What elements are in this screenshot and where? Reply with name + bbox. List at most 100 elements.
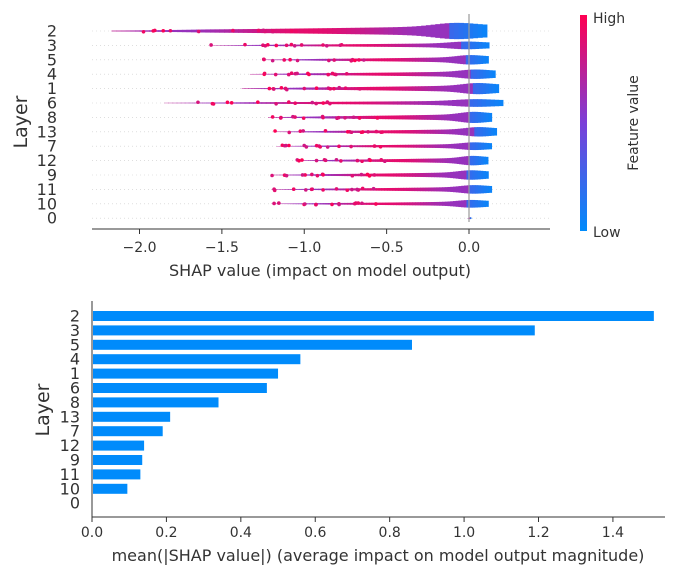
violin-segment-1 bbox=[376, 86, 381, 91]
violin-dot-8 bbox=[301, 116, 306, 120]
violin-segment-13 bbox=[277, 131, 281, 133]
violin-segment-2 bbox=[374, 27, 380, 35]
violin-segment-8 bbox=[318, 116, 322, 119]
violin-segment-4 bbox=[418, 72, 423, 77]
row-label-5: 5 bbox=[47, 50, 57, 69]
violin-segment-1 bbox=[289, 87, 294, 90]
violin-segment-7 bbox=[300, 145, 304, 147]
violin-segment-5 bbox=[274, 59, 278, 61]
violin-segment-9 bbox=[306, 174, 310, 176]
violin-dot-1 bbox=[283, 86, 288, 91]
violin-segment-12 bbox=[312, 160, 316, 162]
violin-segment-2 bbox=[458, 22, 464, 40]
violin-segment-13 bbox=[402, 130, 406, 134]
violin-segment-4 bbox=[393, 72, 398, 76]
violin-segment-7 bbox=[402, 144, 406, 148]
violin-segment-6 bbox=[371, 101, 377, 105]
violin-segment-10 bbox=[436, 201, 440, 206]
violin-segment-3 bbox=[269, 44, 274, 47]
violin-segment-5 bbox=[265, 59, 270, 61]
violin-dot-9 bbox=[284, 173, 289, 178]
violin-segment-4 bbox=[375, 72, 380, 76]
violin-segment-4 bbox=[271, 73, 275, 75]
violin-segment-4 bbox=[277, 73, 282, 75]
violin-segment-11 bbox=[428, 187, 432, 192]
violin-segment-13 bbox=[391, 130, 395, 134]
violin-segment-2 bbox=[355, 27, 361, 35]
violin-segment-8 bbox=[488, 112, 493, 122]
violin-segment-10 bbox=[469, 199, 473, 208]
violin-segment-5 bbox=[395, 58, 399, 62]
violin-segment-1 bbox=[293, 87, 297, 90]
violin-segment-5 bbox=[423, 57, 427, 62]
violin-segment-9 bbox=[298, 174, 302, 176]
violin-segment-2 bbox=[252, 28, 258, 34]
violin-dot-1 bbox=[314, 86, 319, 91]
violin-segment-11 bbox=[359, 188, 363, 191]
violin-segment-8 bbox=[485, 112, 490, 123]
violin-segment-13 bbox=[316, 131, 320, 133]
violin-dot-6 bbox=[229, 101, 234, 105]
violin-segment-11 bbox=[326, 188, 330, 191]
violin-segment-1 bbox=[379, 86, 384, 91]
row-label-0: 0 bbox=[47, 209, 57, 228]
violin-segment-7 bbox=[424, 144, 428, 148]
violin-dot-13 bbox=[345, 129, 350, 134]
violin-dot-3 bbox=[299, 43, 304, 47]
violin-segment-12 bbox=[466, 156, 470, 166]
violin-segment-3 bbox=[419, 43, 424, 48]
violin-segment-6 bbox=[447, 100, 453, 106]
violin-segment-1 bbox=[431, 86, 435, 92]
violin-dot-8 bbox=[343, 116, 347, 120]
violin-segment-12 bbox=[478, 156, 482, 165]
violin-segment-5 bbox=[485, 56, 489, 64]
violin-segment-12 bbox=[408, 158, 412, 163]
violin-segment-9 bbox=[274, 174, 278, 176]
violin-segment-6 bbox=[363, 101, 368, 105]
violin-segment-10 bbox=[404, 202, 408, 206]
violin-segment-2 bbox=[439, 23, 446, 39]
violin-segment-3 bbox=[304, 44, 309, 47]
violin-segment-6 bbox=[409, 101, 415, 105]
violin-segment-13 bbox=[463, 128, 467, 136]
violin-dot-6 bbox=[310, 100, 315, 105]
violin-dot-3 bbox=[339, 43, 344, 47]
row-label-9: 9 bbox=[47, 166, 57, 185]
violin-segment-4 bbox=[436, 71, 441, 77]
violin-segment-10 bbox=[298, 203, 302, 205]
violin-segment-9 bbox=[414, 173, 419, 177]
violin-segment-8 bbox=[363, 115, 367, 119]
violin-segment-4 bbox=[476, 69, 481, 79]
violin-segment-5 bbox=[330, 58, 335, 61]
violin-segment-4 bbox=[314, 73, 318, 76]
violin-segment-7 bbox=[308, 145, 312, 147]
violin-segment-13 bbox=[363, 130, 367, 134]
violin-segment-2 bbox=[332, 28, 338, 34]
violin-dot-11 bbox=[304, 188, 308, 192]
violin-dot-11 bbox=[350, 187, 354, 192]
violin-segment-9 bbox=[279, 174, 283, 176]
violin-segment-1 bbox=[479, 83, 484, 95]
violin-segment-7 bbox=[437, 144, 441, 149]
violin-segment-10 bbox=[425, 202, 430, 206]
violin-segment-12 bbox=[454, 157, 458, 164]
violin-segment-4 bbox=[443, 71, 447, 77]
violin-segment-2 bbox=[224, 29, 230, 33]
violin-segment-12 bbox=[435, 158, 439, 163]
violin-segment-6 bbox=[418, 101, 423, 105]
violin-segment-7 bbox=[297, 145, 302, 147]
violin-segment-11 bbox=[279, 189, 283, 190]
violin-segment-6 bbox=[430, 100, 436, 106]
violin-segment-2 bbox=[454, 22, 460, 40]
violin-segment-3 bbox=[415, 43, 420, 48]
violin-segment-12 bbox=[317, 160, 321, 162]
bar-6 bbox=[93, 383, 267, 393]
violin-segment-12 bbox=[439, 158, 443, 163]
violin-segment-10 bbox=[366, 202, 370, 205]
violin-dot-9 bbox=[359, 172, 364, 177]
x-tick-label: −1.0 bbox=[287, 240, 321, 256]
row-label-8: 8 bbox=[47, 108, 57, 127]
violin-dot-3 bbox=[321, 43, 325, 47]
violin-segment-13 bbox=[285, 131, 290, 133]
violin-segment-9 bbox=[396, 173, 400, 177]
